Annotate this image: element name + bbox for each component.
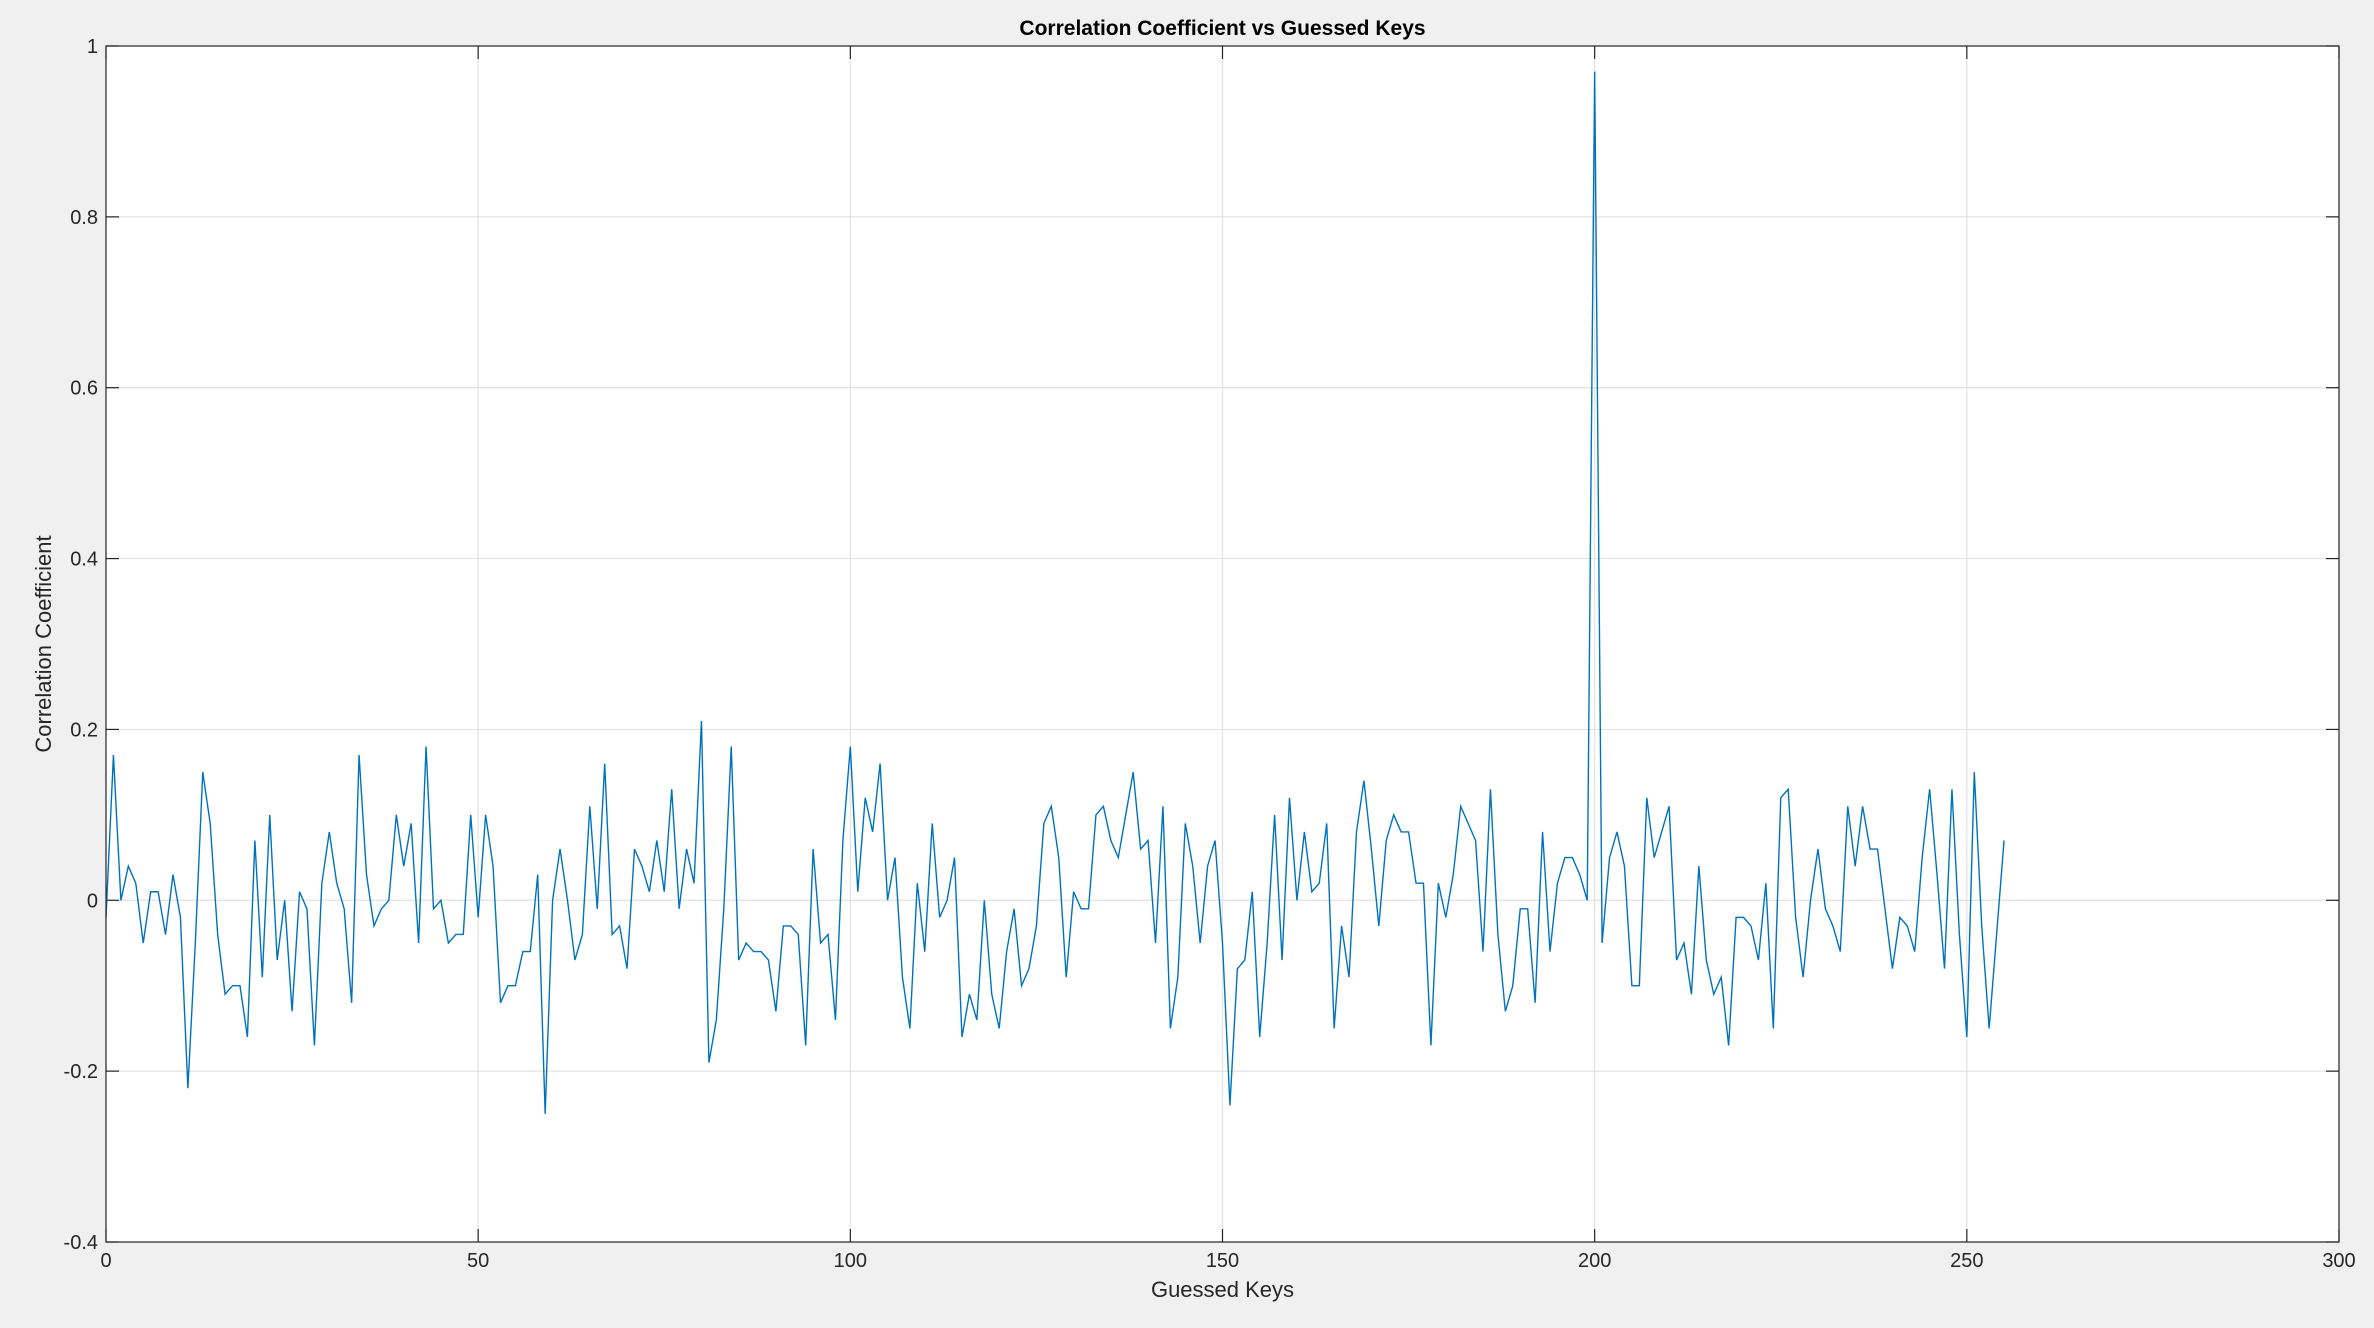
x-axis-label: Guessed Keys [1151,1277,1294,1302]
x-tick-label: 150 [1206,1250,1239,1272]
x-tick-label: 200 [1578,1250,1611,1272]
x-tick-label: 50 [467,1250,489,1272]
plot-box [105,45,2340,1243]
x-tick-label: 250 [1950,1250,1983,1272]
x-tick-label: 0 [100,1250,111,1272]
series-line-correlation [105,71,2005,1114]
y-tick-label: -0.2 [64,1061,98,1083]
y-tick-label: 0 [87,890,98,912]
y-tick-label: -0.4 [64,1232,98,1254]
y-tick-label: 0.2 [70,719,98,741]
y-tick-label: 1 [87,36,98,58]
y-tick-label: 0.4 [70,549,98,571]
y-tick-label: 0.8 [70,207,98,229]
y-axis-label: Correlation Coefficient [31,535,56,752]
x-tick-label: 300 [2322,1250,2355,1272]
x-tick-labels: 0 50 100 150 200 250 300 [100,1250,2355,1272]
chart-title: Correlation Coefficient vs Guessed Keys [1019,17,1425,40]
y-tick-label: 0.6 [70,378,98,400]
x-tick-label: 100 [834,1250,867,1272]
y-tick-labels: -0.4 -0.2 0 0.2 0.4 0.6 0.8 1 [64,36,98,1254]
